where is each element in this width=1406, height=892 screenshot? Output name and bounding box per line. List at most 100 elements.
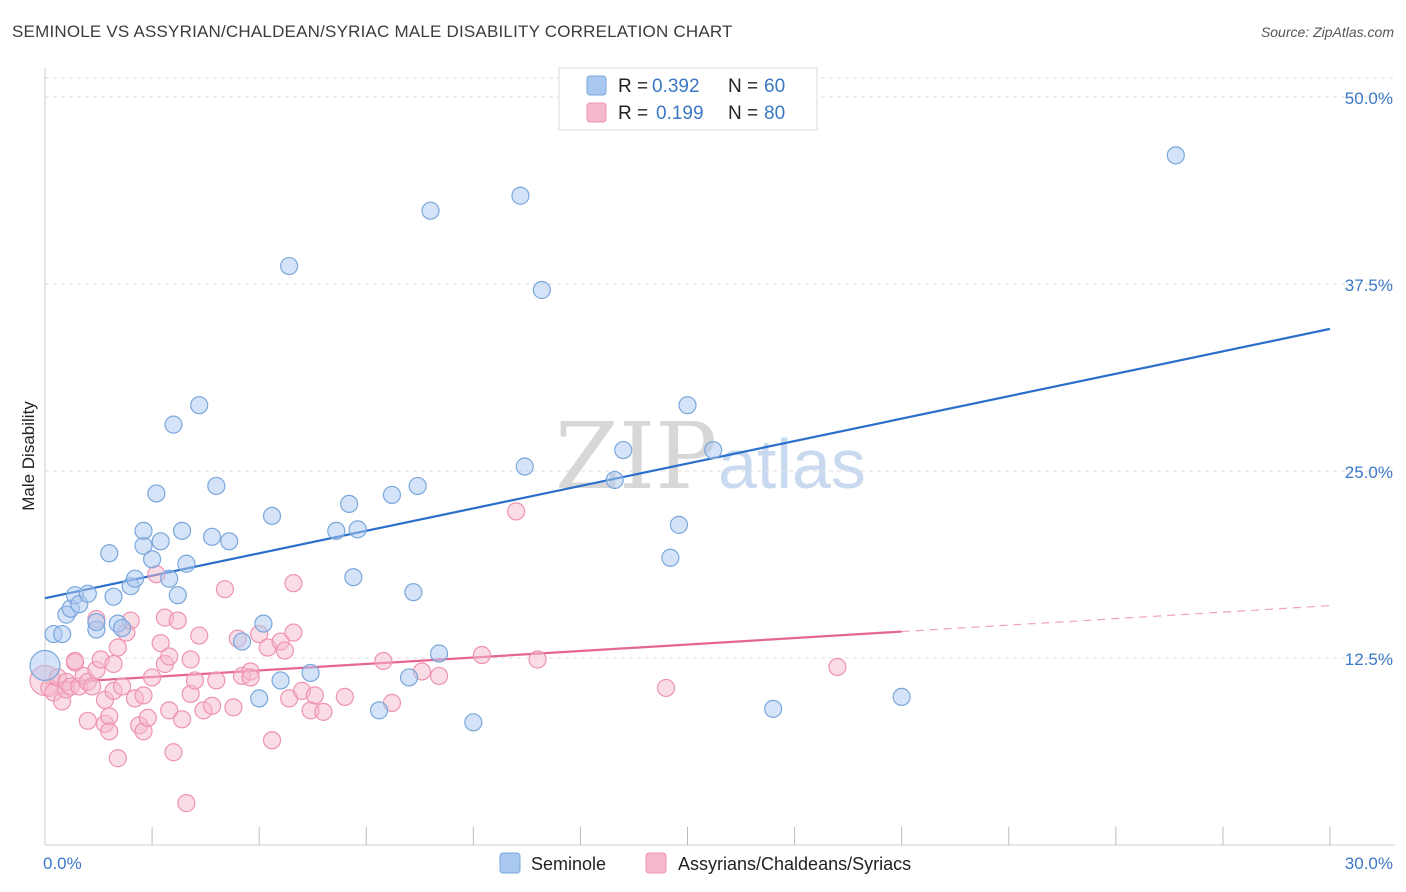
legend-r-label-1: R = [618, 76, 648, 97]
point-seminole-48 [464, 713, 483, 732]
point-seminole-51 [532, 280, 551, 300]
point-assyrian-74 [528, 650, 547, 669]
point-assyrian-75 [828, 657, 847, 677]
point-seminole-46 [421, 201, 440, 220]
point-assyrian-48 [202, 696, 222, 715]
bottom-legend-assyrian: Assyrians/Chaldeans/Syriacs [678, 854, 911, 874]
point-seminole-38 [340, 494, 359, 514]
point-assyrian-55 [241, 668, 260, 687]
point-assyrian-41 [168, 611, 187, 630]
point-seminole-58 [764, 699, 783, 718]
legend-r-value-1: 0.392 [652, 76, 700, 97]
point-assyrian-79 [160, 647, 179, 666]
point-assyrian-33 [138, 708, 157, 727]
point-seminole-30 [232, 632, 252, 651]
point-seminole-20 [151, 532, 170, 551]
point-seminole-43 [399, 668, 419, 687]
point-seminole-15 [125, 569, 145, 588]
point-assyrian-9 [65, 651, 85, 671]
y-tick-labels: 12.5% 25.0% 37.5% 50.0% [1345, 89, 1393, 669]
point-assyrian-31 [134, 686, 153, 705]
point-seminole-28 [207, 476, 226, 496]
point-seminole-29 [220, 532, 239, 551]
point-assyrian-73 [507, 502, 526, 521]
point-assyrian-40 [164, 743, 183, 762]
point-seminole-11 [104, 587, 123, 606]
point-assyrian-76 [656, 678, 676, 698]
point-seminole-47 [429, 644, 449, 663]
legend: R = 0.392 N = 60 R = 0.199 N = 80 [558, 67, 818, 131]
trend-line-dashed-1 [901, 605, 1331, 633]
point-seminole-9 [87, 612, 106, 632]
gridlines [45, 77, 1395, 659]
point-seminole-53 [614, 440, 633, 460]
point-assyrian-21 [100, 722, 119, 741]
point-seminole-19 [147, 484, 166, 503]
point-seminole-55 [669, 515, 689, 534]
point-seminole-21 [160, 569, 179, 588]
point-assyrian-24 [108, 749, 127, 768]
point-seminole-25 [177, 554, 196, 573]
trend-line-0 [44, 327, 1331, 600]
point-seminole-40 [348, 520, 367, 539]
legend-n-label-1: N = [728, 76, 758, 97]
point-seminole-60 [1166, 146, 1185, 165]
x-tick-labels: 0.0% 30.0% [43, 854, 1393, 873]
point-seminole-26 [190, 396, 209, 415]
legend-n-value-1: 60 [764, 76, 785, 97]
point-seminole-22 [164, 415, 183, 434]
point-seminole-36 [301, 663, 320, 683]
point-seminole-32 [254, 614, 273, 633]
axes [44, 68, 1395, 846]
point-assyrian-58 [262, 731, 282, 750]
point-assyrian-42 [172, 710, 192, 729]
point-assyrian-36 [151, 633, 170, 653]
bottom-legend-seminole: Seminole [531, 854, 606, 874]
point-seminole-57 [704, 440, 723, 460]
point-seminole-59 [892, 687, 911, 706]
point-assyrian-50 [215, 580, 234, 599]
y-tick-label-1: 25.0% [1345, 463, 1393, 482]
watermark-zip: ZIP [555, 403, 717, 510]
point-assyrian-63 [284, 623, 303, 642]
bottom-legend: Seminole Assyrians/Chaldeans/Syriacs [499, 852, 911, 874]
point-seminole-39 [344, 568, 363, 587]
source-label: Source: ZipAtlas.com [1260, 24, 1394, 40]
point-assyrian-72 [472, 645, 491, 665]
point-seminole-49 [511, 186, 530, 205]
point-assyrian-39 [160, 701, 179, 720]
point-assyrian-71 [429, 666, 449, 686]
point-seminole-34 [271, 671, 290, 690]
point-assyrian-78 [190, 626, 209, 645]
point-seminole-54 [661, 548, 680, 567]
bottom-legend-swatch-assyrian [645, 852, 667, 874]
point-assyrian-26 [112, 677, 132, 696]
point-seminole-2 [53, 624, 72, 644]
point-seminole-37 [327, 521, 346, 540]
bottom-legend-swatch-seminole [499, 852, 521, 874]
y-tick-label-0: 12.5% [1345, 650, 1393, 669]
point-assyrian-60 [275, 641, 294, 660]
point-assyrian-13 [78, 711, 97, 730]
point-assyrian-46 [185, 671, 205, 690]
point-assyrian-49 [207, 671, 226, 690]
chart-title: SEMINOLE VS ASSYRIAN/CHALDEAN/SYRIAC MAL… [12, 22, 733, 41]
legend-r-label-2: R = [618, 103, 648, 124]
point-seminole-27 [202, 527, 222, 546]
point-seminole-35 [280, 256, 299, 276]
point-assyrian-67 [314, 702, 333, 721]
point-seminole-10 [100, 544, 119, 563]
watermark-atlas: atlas [718, 425, 866, 503]
y-tick-label-2: 37.5% [1345, 276, 1393, 295]
x-tick-label-0: 0.0% [43, 854, 82, 873]
y-tick-label-3: 50.0% [1345, 89, 1393, 108]
point-assyrian-62 [284, 574, 303, 593]
x-tick-label-1: 30.0% [1345, 854, 1393, 873]
point-assyrian-77 [374, 651, 393, 671]
y-axis-label: Male Disability [19, 401, 38, 511]
legend-swatch-assyrian [586, 102, 607, 123]
scatter-points [29, 146, 1185, 813]
point-seminole-50 [515, 457, 534, 476]
legend-n-label-2: N = [728, 103, 758, 124]
